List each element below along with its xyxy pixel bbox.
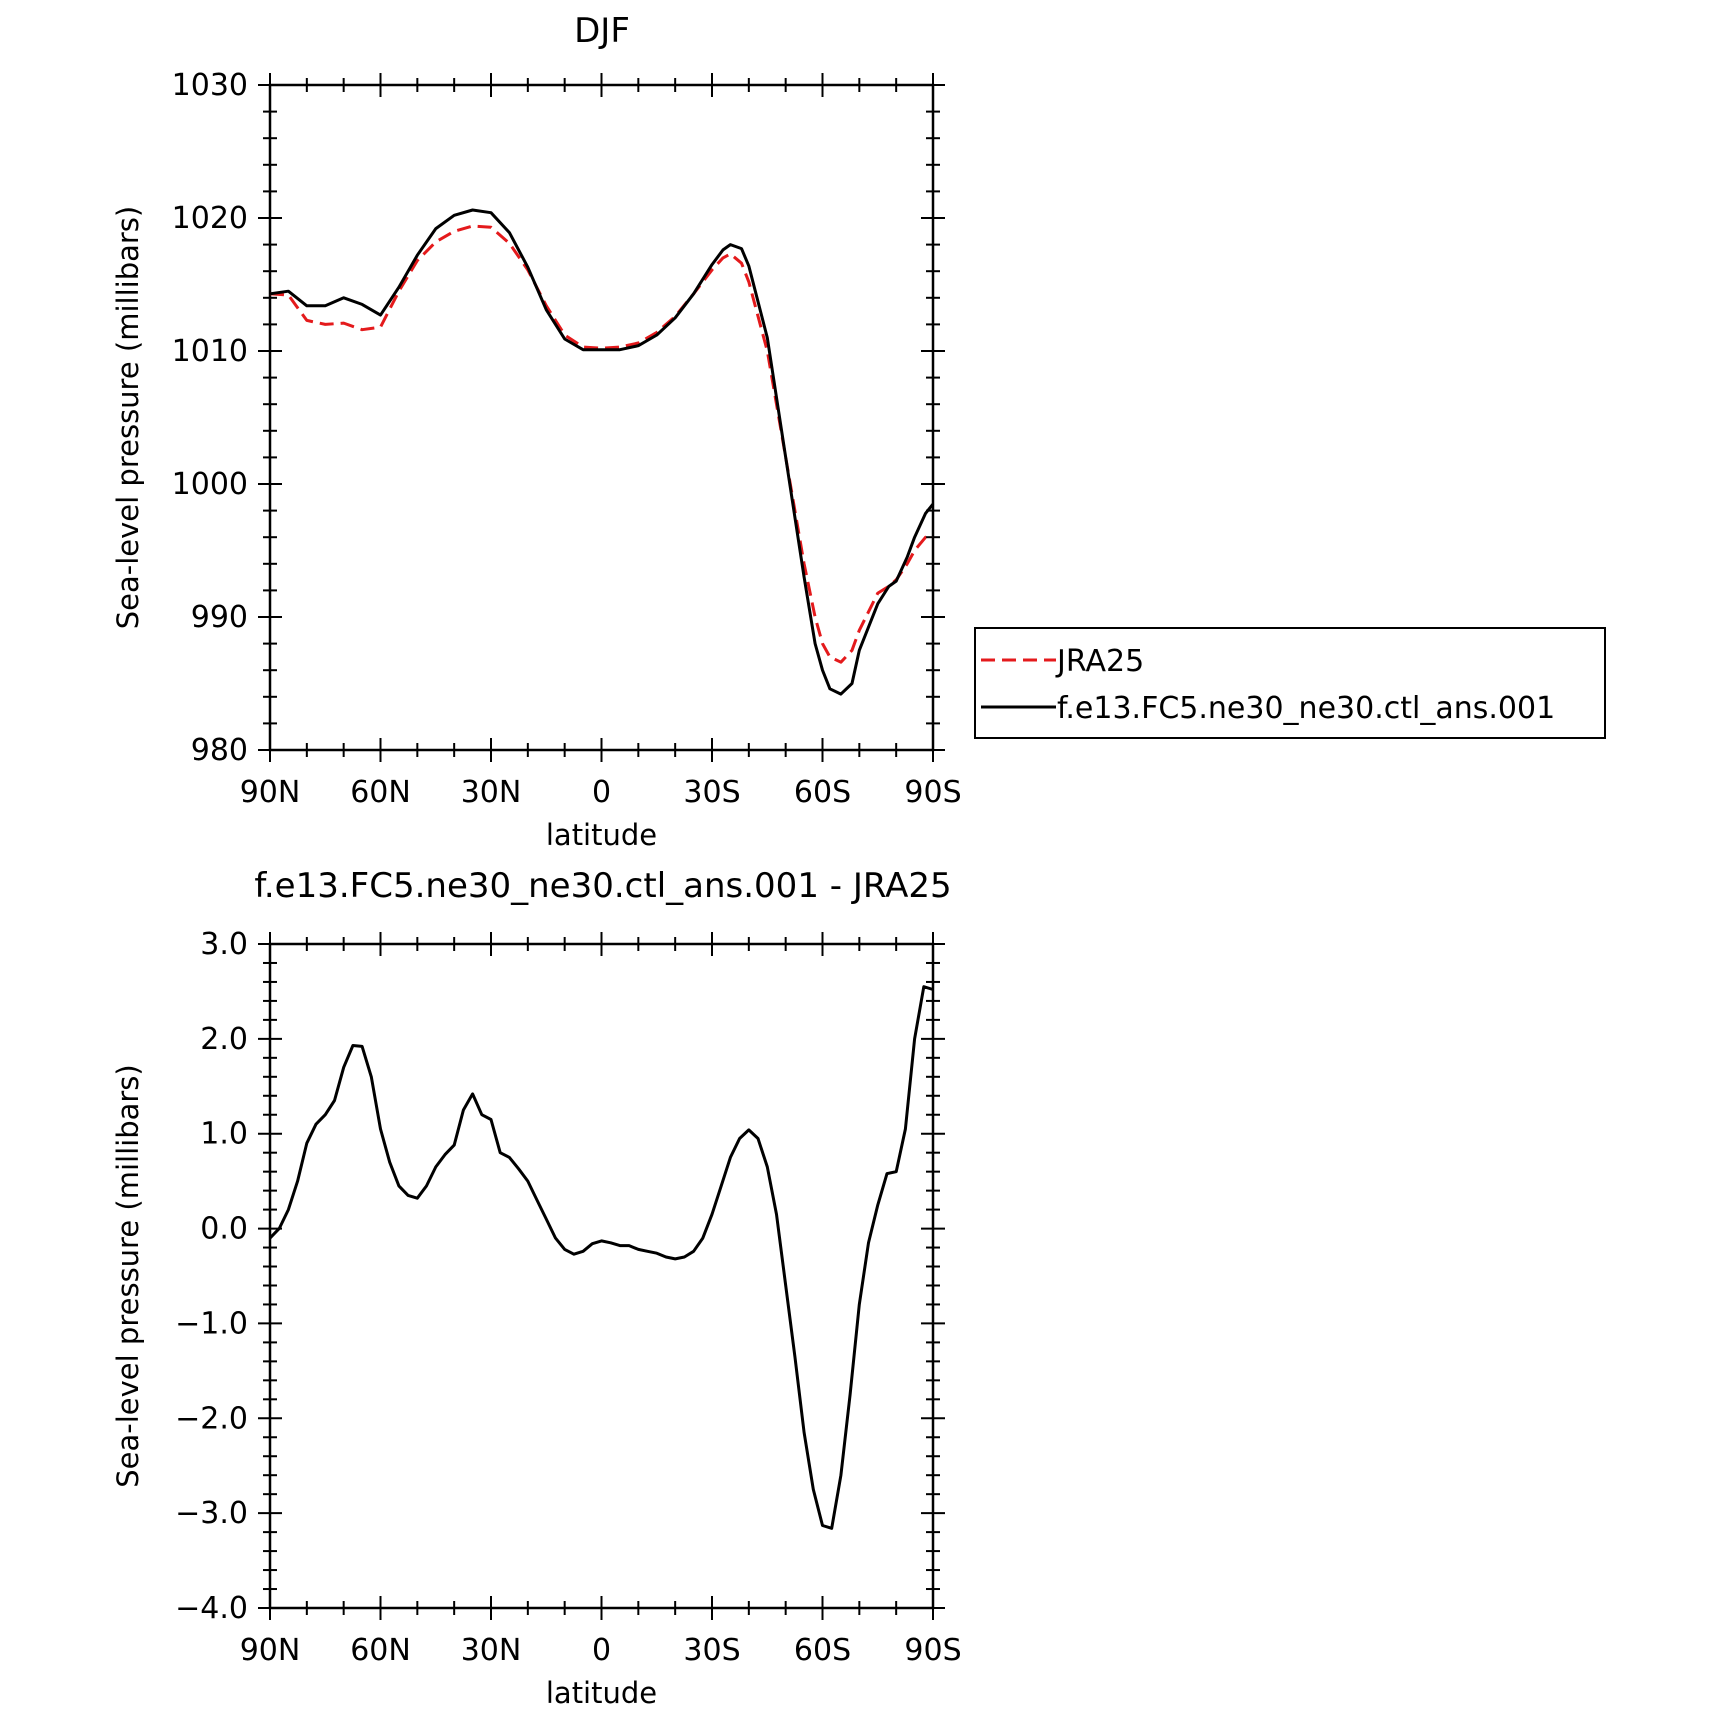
x-tick-label: 90N	[240, 1633, 301, 1668]
x-tick-label: 30N	[461, 775, 522, 810]
bottom-panel: −4.0 −3.0 −2.0 −1.0 0.0 1.0 2.0 3.0 90N 60N 30N 0 30…	[111, 866, 962, 1710]
series-line-0	[268, 985, 934, 1530]
x-tick-label: 60S	[794, 1633, 851, 1668]
legend-label-0: JRA25	[1055, 644, 1144, 679]
y-tick-label: −3.0	[175, 1496, 248, 1531]
top-panel: 980 990 1000 1010 1020 1030 90N 60N 30N 0 30S 60S 90…	[111, 11, 1606, 852]
x-tick-label: 0	[592, 775, 611, 810]
y-tick-label: 980	[191, 733, 248, 768]
x-tick-label: 30S	[683, 1633, 740, 1668]
x-tick-label: 90S	[904, 1633, 961, 1668]
x-tick-label: 30S	[683, 775, 740, 810]
series-line-0	[269, 224, 933, 664]
plot-frame	[268, 942, 935, 1610]
y-tick-label: 1030	[172, 68, 248, 103]
legend: JRA25 f.e13.FC5.ne30_ne30.ctl_ans.001	[974, 627, 1606, 739]
y-tick-label: 3.0	[200, 927, 248, 962]
y-axis-label: Sea-level pressure (millibars)	[111, 206, 145, 629]
x-tick-label: 90N	[240, 775, 301, 810]
chart-title: f.e13.FC5.ne30_ne30.ctl_ans.001 - JRA25	[254, 866, 951, 906]
y-axis-label: Sea-level pressure (millibars)	[111, 1064, 145, 1487]
y-tick-label: 1.0	[200, 1117, 248, 1152]
x-tick-label: 60N	[350, 775, 411, 810]
x-tick-label: 30N	[461, 1633, 522, 1668]
x-tick-label: 0	[592, 1633, 611, 1668]
legend-box	[974, 627, 1606, 739]
y-tick-label: 0.0	[200, 1212, 248, 1247]
chart-title: DJF	[574, 11, 630, 51]
x-tick-label: 60N	[350, 1633, 411, 1668]
x-axis-label: latitude	[546, 818, 657, 852]
y-tick-label: 990	[191, 600, 248, 635]
x-tick-label: 60S	[794, 775, 851, 810]
y-tick-label: 1000	[172, 467, 248, 502]
legend-label-1: f.e13.FC5.ne30_ne30.ctl_ans.001	[1057, 691, 1555, 726]
y-tick-label: 2.0	[200, 1022, 248, 1057]
x-tick-label: 90S	[904, 775, 961, 810]
x-axis-label: latitude	[546, 1676, 657, 1710]
y-tick-label: −1.0	[175, 1306, 248, 1341]
y-tick-label: 1020	[172, 201, 248, 236]
y-tick-label: 1010	[172, 334, 248, 369]
plot-frame	[268, 83, 935, 752]
y-tick-label: −2.0	[175, 1401, 248, 1436]
y-tick-label: −4.0	[175, 1591, 248, 1626]
series-line-1	[269, 208, 935, 696]
